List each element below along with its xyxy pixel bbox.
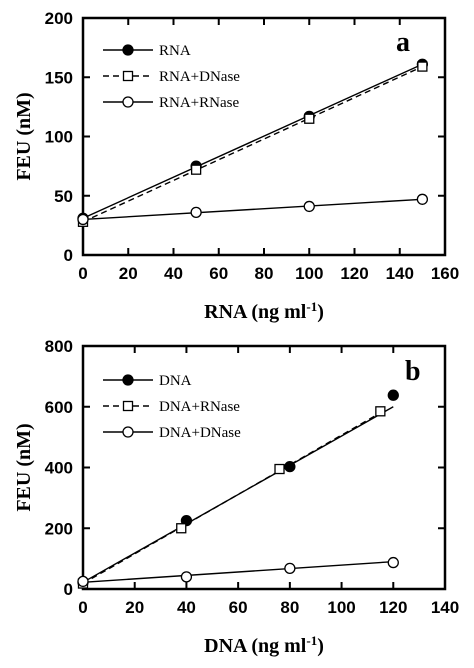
series-line-dna-plus-rnase <box>82 412 381 585</box>
panel-label: b <box>405 356 421 387</box>
x-axis-title: RNA (ng ml-1) <box>204 299 324 324</box>
y-tick-label: 0 <box>64 580 73 599</box>
data-point-dna-plus-dnase <box>387 556 399 569</box>
y-tick-label: 600 <box>45 398 73 417</box>
legend-marker <box>122 426 134 438</box>
y-tick-label: 0 <box>64 246 73 265</box>
legend-marker <box>122 70 134 82</box>
x-tick-label: 120 <box>340 264 368 283</box>
y-tick-label: 200 <box>45 519 73 538</box>
y-tick-label: 100 <box>45 128 73 147</box>
y-axis-title: FEU (nM) <box>13 92 35 180</box>
x-tick-label: 20 <box>125 598 144 617</box>
x-tick-label: 140 <box>431 598 459 617</box>
x-axis-title: DNA (ng ml-1) <box>204 633 324 658</box>
y-tick-label: 800 <box>45 337 73 356</box>
series-line-rna-plus-rnase <box>82 198 423 221</box>
panel-a-chart: 0 20 40 60 80 100 120 140 160 0 50 100 150 200 RNA (ng… <box>13 9 459 323</box>
data-point-rna-plus-rnase <box>190 206 202 218</box>
legend-label: DNA <box>159 373 192 389</box>
data-point-dna-plus-rnase <box>176 523 187 534</box>
data-point-dna <box>387 389 399 401</box>
legend-label: RNA <box>159 43 191 59</box>
panel-label: a <box>396 27 410 58</box>
x-tick-label: 60 <box>209 264 228 283</box>
x-tick-label: 80 <box>280 598 299 617</box>
x-tick-label: 40 <box>164 264 183 283</box>
x-tick-label: 100 <box>295 264 323 283</box>
legend-label: RNA+DNase <box>159 69 240 85</box>
legend-marker <box>122 374 134 386</box>
data-point-rna-plus-dnase <box>190 164 202 175</box>
x-tick-label: 0 <box>78 264 87 283</box>
x-tick-label: 140 <box>386 264 414 283</box>
data-point-dna-plus-rnase <box>375 406 386 417</box>
data-point-rna-plus-dnase <box>304 113 315 124</box>
legend-label: DNA+RNase <box>159 399 240 415</box>
y-tick-label: 400 <box>45 459 73 478</box>
panel-b-chart: 0 20 40 60 80 100 120 140 0 200 400 600 800 DNA (ng m… <box>13 337 459 657</box>
data-point-rna-plus-rnase <box>416 193 429 205</box>
data-point-rna-plus-dnase <box>417 61 428 72</box>
data-point-dna-plus-dnase <box>180 571 193 583</box>
x-tick-label: 80 <box>255 264 274 283</box>
x-tick-label: 120 <box>379 598 407 617</box>
y-axis-title: FEU (nM) <box>13 423 35 511</box>
series-line-rna-plus-dnase <box>82 65 423 223</box>
legend-marker <box>122 400 134 412</box>
y-tick-label: 50 <box>54 187 73 206</box>
legend-marker <box>122 44 134 56</box>
x-tick-label: 60 <box>229 598 248 617</box>
y-tick-label: 200 <box>45 9 73 28</box>
data-point-dna-plus-dnase <box>77 575 89 588</box>
series-line-dna-plus-dnase <box>82 560 394 584</box>
x-tick-label: 0 <box>78 598 87 617</box>
data-point-dna-plus-rnase <box>274 463 285 475</box>
data-point-rna-plus-rnase <box>77 213 89 226</box>
data-point-dna-plus-dnase <box>284 562 296 574</box>
y-tick-label: 150 <box>45 68 73 87</box>
x-tick-label: 100 <box>327 598 355 617</box>
legend-label: RNA+RNase <box>159 95 239 111</box>
data-point-rna-plus-rnase <box>303 200 315 213</box>
x-tick-label: 20 <box>119 264 138 283</box>
x-tick-label: 160 <box>431 264 459 283</box>
x-tick-label: 40 <box>177 598 196 617</box>
legend-label: DNA+DNase <box>159 425 241 441</box>
legend-marker <box>122 96 134 108</box>
series-line-rna <box>82 63 423 219</box>
